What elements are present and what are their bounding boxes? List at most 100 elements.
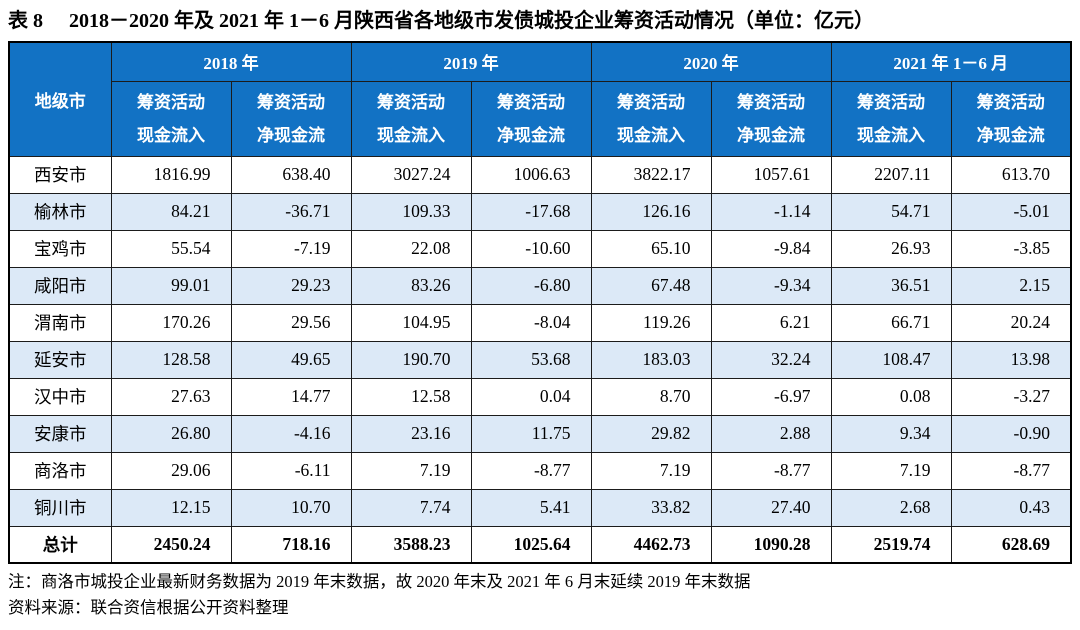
value-cell: 2.68 [830, 488, 952, 527]
value-cell: 29.56 [230, 303, 352, 342]
value-cell: 66.71 [830, 303, 952, 342]
value-cell: 128.58 [110, 340, 232, 379]
value-cell: 29.82 [590, 414, 712, 453]
sub-header-row: 筹资活动 现金流入 筹资活动 净现金流 筹资活动 现金流入 筹资活动 净现金流 筹资活动… [9, 80, 1072, 157]
column-header-2018-inflow: 筹资活动 现金流入 [110, 80, 232, 157]
value-cell: -3.85 [950, 229, 1072, 268]
value-cell: 84.21 [110, 192, 232, 231]
table-row: 商洛市 29.06 -6.11 7.19 -8.77 7.19 -8.77 7.19 -8.77 [8, 451, 1072, 490]
value-cell: 4462.73 [590, 525, 712, 564]
value-cell: -0.90 [950, 414, 1072, 453]
column-header-2019-netflow: 筹资活动 净现金流 [470, 80, 592, 157]
value-cell: -9.34 [710, 266, 832, 305]
value-cell: 12.15 [110, 488, 232, 527]
value-cell: 119.26 [590, 303, 712, 342]
value-cell: 26.93 [830, 229, 952, 268]
city-cell: 安康市 [8, 414, 112, 453]
col-label-line: 净现金流 [976, 125, 1045, 145]
col-label-line: 净现金流 [737, 125, 805, 145]
value-cell: 3027.24 [350, 155, 472, 194]
value-cell: -6.11 [230, 451, 352, 490]
value-cell: 170.26 [110, 303, 232, 342]
value-cell: 29.23 [230, 266, 352, 305]
value-cell: -8.77 [710, 451, 832, 490]
value-cell: 65.10 [590, 229, 712, 268]
value-cell: 20.24 [950, 303, 1072, 342]
table-title-text: 2018－2020 年及 2021 年 1－6 月陕西省各地级市发债城投企业筹资… [69, 10, 874, 32]
value-cell: 29.06 [110, 451, 232, 490]
value-cell: 613.70 [950, 155, 1072, 194]
table-title: 表 8 2018－2020 年及 2021 年 1－6 月陕西省各地级市发债城投企… [0, 0, 1080, 41]
table-row: 渭南市 170.26 29.56 104.95 -8.04 119.26 6.21 66.71… [8, 303, 1072, 342]
value-cell: 22.08 [350, 229, 472, 268]
value-cell: 5.41 [470, 488, 592, 527]
col-label-line: 筹资活动 [857, 92, 925, 112]
column-header-2020-netflow: 筹资活动 净现金流 [710, 80, 832, 157]
value-cell: -8.77 [950, 451, 1072, 490]
value-cell: -36.71 [230, 192, 352, 231]
col-label-line: 筹资活动 [976, 92, 1045, 112]
table-row: 宝鸡市 55.54 -7.19 22.08 -10.60 65.10 -9.84 26.93-… [8, 229, 1072, 268]
col-label-line: 筹资活动 [617, 92, 685, 112]
value-cell: -6.97 [710, 377, 832, 416]
value-cell: 1816.99 [110, 155, 232, 194]
col-label-line: 净现金流 [257, 125, 325, 145]
col-label-line: 现金流入 [617, 125, 685, 145]
value-cell: 12.58 [350, 377, 472, 416]
value-cell: 33.82 [590, 488, 712, 527]
value-cell: 55.54 [110, 229, 232, 268]
value-cell: 53.68 [470, 340, 592, 379]
value-cell: 14.77 [230, 377, 352, 416]
value-cell: 23.16 [350, 414, 472, 453]
value-cell: 7.19 [590, 451, 712, 490]
year-group-2018: 2018 年 [110, 41, 352, 82]
value-cell: -5.01 [950, 192, 1072, 231]
value-cell: 6.21 [710, 303, 832, 342]
value-cell: 54.71 [830, 192, 952, 231]
value-cell: 7.74 [350, 488, 472, 527]
value-cell: 9.34 [830, 414, 952, 453]
year-group-2019: 2019 年 [350, 41, 592, 82]
value-cell: 36.51 [830, 266, 952, 305]
table-header: 地级市 2018 年 2019 年 2020 年 2021 年 1－6 月 筹资… [8, 41, 1072, 157]
value-cell: 3588.23 [350, 525, 472, 564]
value-cell: 2.88 [710, 414, 832, 453]
value-cell: -6.80 [470, 266, 592, 305]
value-cell: 183.03 [590, 340, 712, 379]
value-cell: 99.01 [110, 266, 232, 305]
value-cell: 1057.61 [710, 155, 832, 194]
table-note: 注：商洛市城投企业最新财务数据为 2019 年末数据，故 2020 年末及 20… [8, 572, 751, 591]
table-row: 汉中市 27.63 14.77 12.58 0.04 8.70 -6.97 0.08 -3.27 [8, 377, 1072, 416]
col-label-line: 筹资活动 [257, 92, 325, 112]
value-cell: 190.70 [350, 340, 472, 379]
table-row: 咸阳市 99.01 29.23 83.26 -6.80 67.48 -9.34 36.51 2.… [8, 266, 1072, 305]
value-cell: 638.40 [230, 155, 352, 194]
value-cell: 2.15 [950, 266, 1072, 305]
value-cell: 1025.64 [470, 525, 592, 564]
value-cell: 27.40 [710, 488, 832, 527]
value-cell: 8.70 [590, 377, 712, 416]
financing-activity-table: 地级市 2018 年 2019 年 2020 年 2021 年 1－6 月 筹资… [8, 41, 1072, 564]
value-cell: 0.43 [950, 488, 1072, 527]
year-group-2021h1: 2021 年 1－6 月 [830, 41, 1072, 82]
table-row: 西安市 1816.99 638.40 3027.24 1006.63 3822.17 105… [8, 155, 1072, 194]
table-row: 延安市 128.58 49.65 190.70 53.68 183.03 32.24 108.… [8, 340, 1072, 379]
value-cell: -10.60 [470, 229, 592, 268]
value-cell: 108.47 [830, 340, 952, 379]
value-cell: 67.48 [590, 266, 712, 305]
value-cell: 718.16 [230, 525, 352, 564]
col-label-line: 筹资活动 [737, 92, 805, 112]
value-cell: 104.95 [350, 303, 472, 342]
value-cell: -1.14 [710, 192, 832, 231]
value-cell: -4.16 [230, 414, 352, 453]
city-cell: 宝鸡市 [8, 229, 112, 268]
value-cell: -9.84 [710, 229, 832, 268]
value-cell: 83.26 [350, 266, 472, 305]
year-group-2020: 2020 年 [590, 41, 832, 82]
column-header-city: 地级市 [8, 41, 112, 157]
city-cell: 榆林市 [8, 192, 112, 231]
value-cell: -17.68 [470, 192, 592, 231]
value-cell: 3822.17 [590, 155, 712, 194]
value-cell: 109.33 [350, 192, 472, 231]
city-cell: 铜川市 [8, 488, 112, 527]
